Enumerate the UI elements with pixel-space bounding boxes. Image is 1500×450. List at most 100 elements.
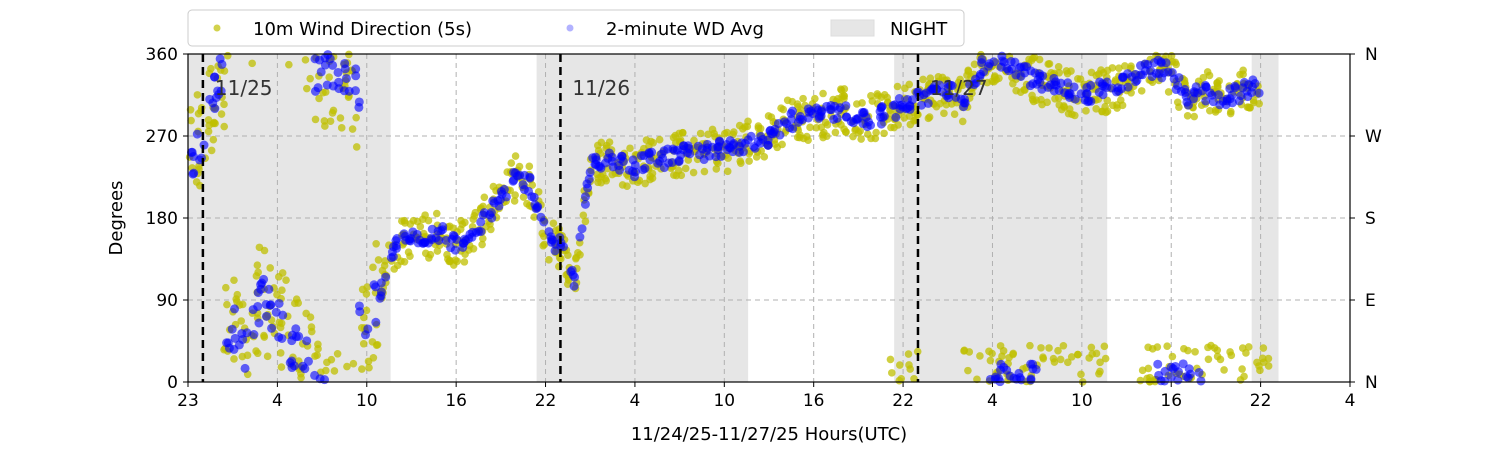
avg-point (750, 143, 760, 153)
avg-point (1156, 58, 1166, 68)
avg-point (278, 310, 288, 320)
wd5s-point (306, 74, 314, 83)
wd5s-point (362, 306, 371, 315)
avg-point (249, 330, 259, 340)
wd5s-point (469, 244, 478, 253)
avg-point (618, 156, 628, 166)
wd5s-point (187, 116, 195, 125)
avg-point (1069, 82, 1079, 92)
avg-point (1174, 73, 1184, 83)
wd5s-point (723, 167, 732, 176)
wd5s-point (1137, 87, 1146, 95)
wd5s-point (1168, 57, 1177, 66)
avg-point (351, 71, 361, 81)
avg-point (1207, 90, 1217, 100)
legend-box (187, 9, 965, 47)
avg-point (1201, 82, 1211, 92)
avg-point (756, 131, 766, 141)
wd5s-point (1060, 102, 1068, 110)
wd5s-point (359, 339, 368, 348)
wd5s-point (230, 355, 238, 363)
avg-point (1213, 90, 1223, 100)
wd5s-point (618, 181, 627, 189)
wd5s-point (220, 100, 228, 109)
avg-point (294, 331, 304, 341)
wd5s-point-low (1039, 354, 1048, 363)
legend-marker-avg (566, 24, 574, 32)
avg-point (217, 59, 227, 69)
wd5s-point (252, 347, 260, 355)
avg-point (943, 90, 953, 100)
wd5s-point (237, 317, 246, 325)
wd5s-point (1205, 106, 1214, 115)
wd5s-point (223, 51, 232, 60)
avg-point (485, 210, 495, 220)
avg-point (600, 158, 610, 168)
avg-point (539, 217, 549, 227)
wd5s-point (1136, 376, 1145, 385)
wd5s-point (301, 56, 310, 64)
avg-point (816, 106, 826, 116)
avg-point (375, 293, 385, 303)
wd5s-point-low (996, 342, 1005, 350)
avg-point (663, 144, 673, 154)
avg-point (1006, 56, 1016, 66)
wd5s-point-low (886, 355, 895, 364)
wd5s-point (223, 300, 231, 309)
wd5s-point (519, 193, 528, 201)
x-tick-label: 4 (987, 391, 998, 411)
legend-label-wd5s: 10m Wind Direction (5s) (253, 19, 472, 40)
wd5s-point (799, 134, 808, 143)
avg-point (781, 119, 791, 129)
wd5s-point-low (1153, 343, 1162, 351)
wd5s-point-low (895, 361, 904, 369)
avg-point (544, 227, 554, 237)
x-tick-label: 4 (1345, 391, 1356, 411)
wd5s-point (730, 128, 738, 136)
avg-point (222, 338, 232, 348)
avg-point (452, 234, 462, 244)
avg-point (894, 94, 904, 104)
day-marker-label: 11/27 (930, 76, 988, 100)
wd5s-point (783, 96, 792, 105)
wd5s-point (905, 80, 914, 89)
wd5s-point (950, 110, 959, 119)
avg-point (676, 150, 686, 160)
wd5s-point (735, 121, 744, 130)
wd5s-point (1205, 71, 1214, 80)
wd5s-point (671, 131, 680, 140)
wd5s-point (207, 64, 215, 73)
avg-point (320, 60, 330, 70)
avg-point (877, 101, 887, 111)
wd5s-point-low (1073, 350, 1082, 359)
wd5s-point-low (986, 356, 995, 365)
avg-point (1026, 66, 1036, 76)
avg-point (187, 147, 197, 157)
x-tick-label: 16 (445, 391, 467, 411)
wd5s-point (1012, 86, 1020, 95)
avg-point (999, 57, 1009, 67)
wd5s-point (311, 352, 319, 360)
avg-point (832, 113, 842, 123)
avg-point (264, 284, 274, 294)
wd5s-point (867, 92, 875, 100)
wd5s-point (1108, 101, 1117, 110)
avg-point (1147, 72, 1157, 82)
avg-point (334, 77, 344, 87)
wd5s-point-low (1244, 343, 1253, 351)
right-tick-label: N (1365, 373, 1378, 393)
wd5s-point (325, 73, 334, 81)
wd5s-point (811, 94, 819, 103)
avg-point (876, 119, 886, 129)
wd5s-point (1183, 112, 1192, 120)
wd5s-point (453, 257, 462, 266)
wd5s-point (278, 286, 286, 295)
avg-point (320, 375, 330, 385)
wd5s-point (1092, 105, 1100, 113)
wd5s-point-low (1101, 354, 1110, 363)
wd5s-point (230, 276, 238, 285)
wd5s-point-low (906, 365, 914, 373)
avg-point (216, 86, 226, 96)
avg-point (1140, 59, 1150, 69)
avg-point (1019, 61, 1029, 71)
